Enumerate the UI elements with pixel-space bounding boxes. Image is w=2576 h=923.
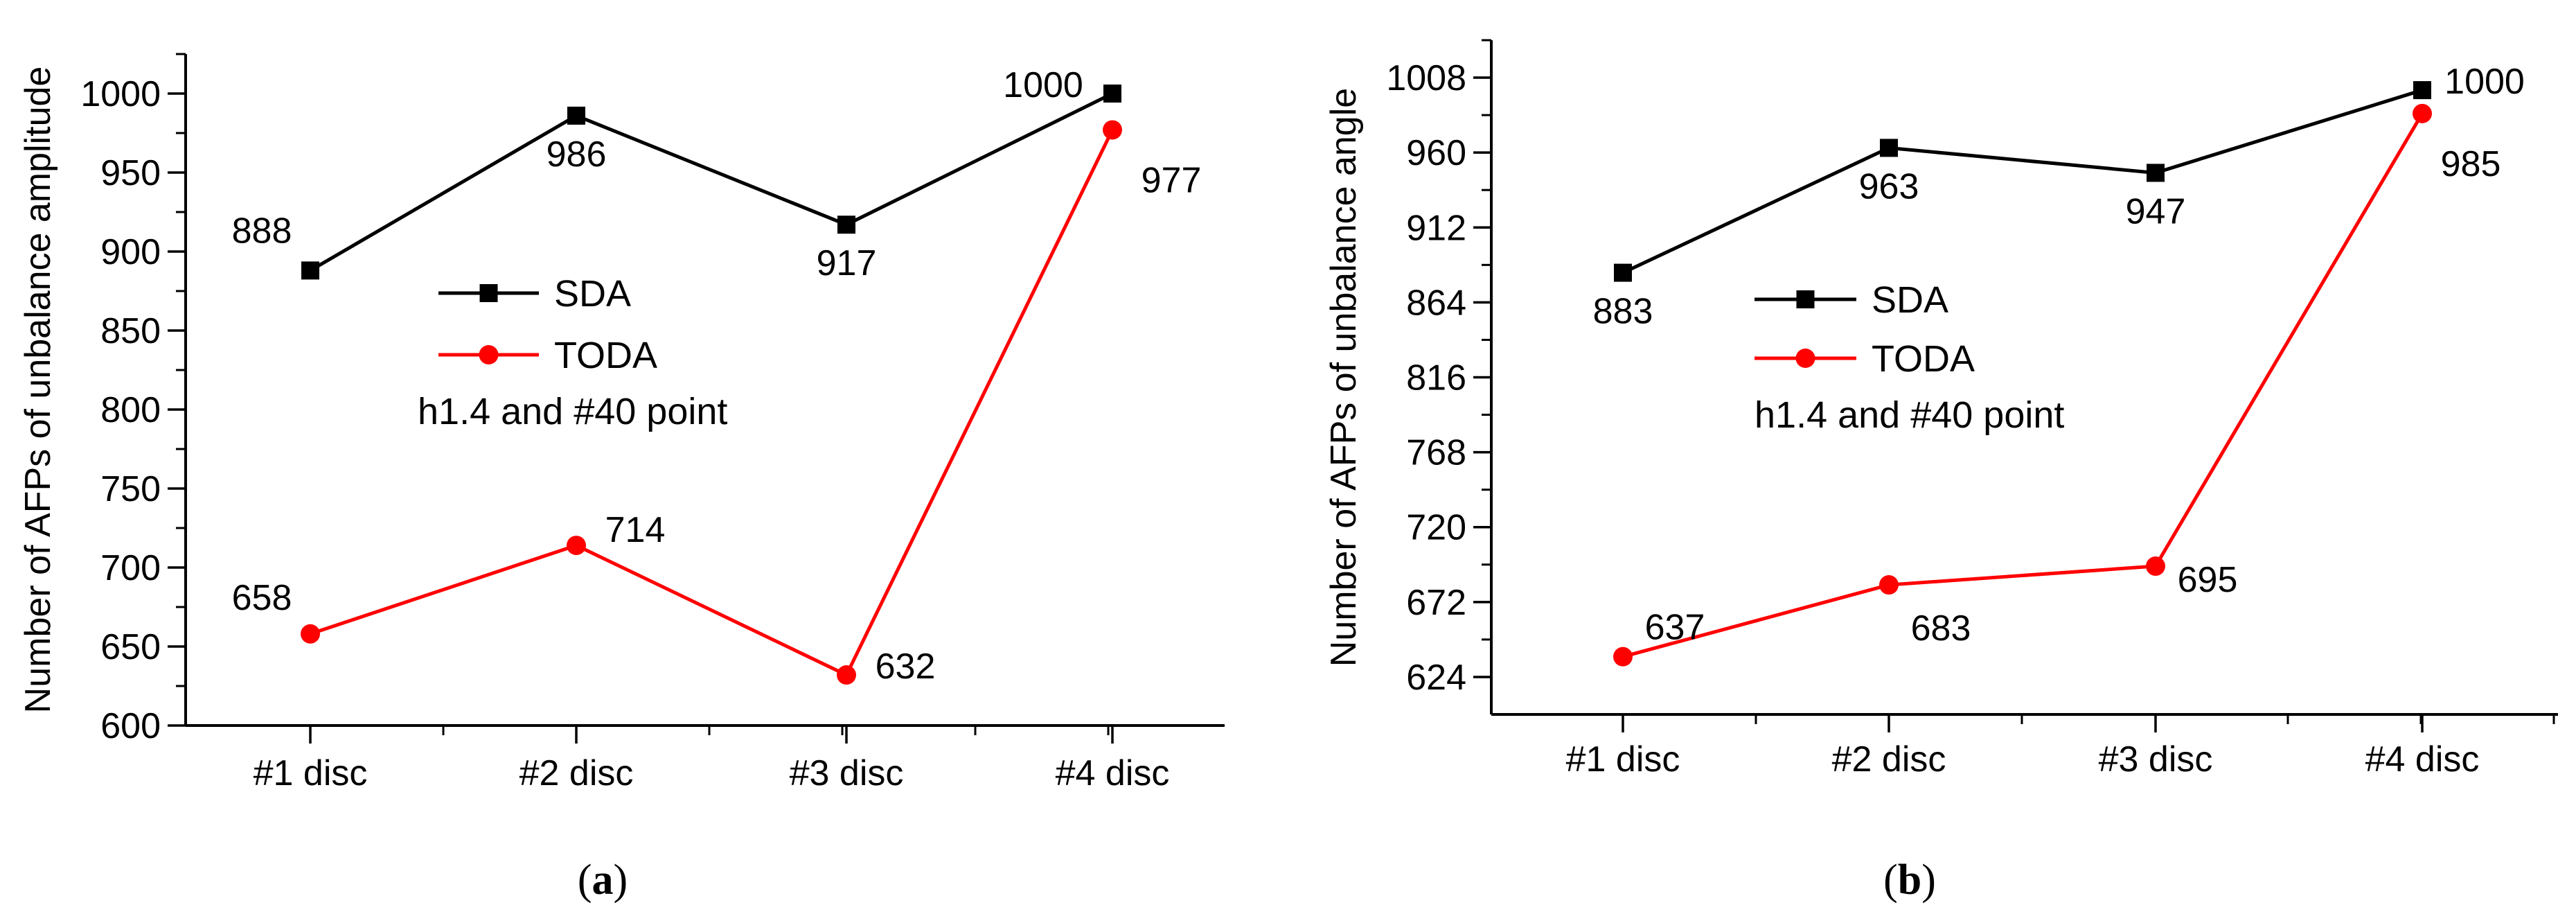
panel-caption-letter: b — [1898, 856, 1921, 904]
data-point-toda — [2146, 556, 2165, 577]
y-tick-label: 850 — [100, 311, 161, 351]
data-point-sda — [567, 106, 585, 125]
data-label: 1000 — [1003, 65, 1083, 105]
y-tick-label: 750 — [100, 469, 161, 509]
x-tick-label: #2 disc — [1832, 739, 1946, 780]
x-tick-label: #2 disc — [519, 753, 634, 793]
y-tick-label: 720 — [1406, 508, 1466, 548]
y-tick-label: 672 — [1406, 583, 1466, 623]
legend-marker-sda — [1796, 290, 1815, 308]
y-tick-label: 650 — [100, 627, 161, 667]
x-tick-label: #4 disc — [1056, 753, 1170, 793]
series-line-toda — [310, 129, 1114, 678]
y-tick-label: 1000 — [80, 74, 161, 114]
x-tick-label: #1 disc — [1566, 739, 1680, 780]
legend: SDA TODA h1.4 and #40 point — [1755, 279, 2064, 436]
y-tick-label: 816 — [1406, 358, 1466, 398]
y-tick-label: 950 — [100, 153, 161, 193]
legend-note: h1.4 and #40 point — [1755, 394, 2064, 436]
y-axis-title: Number of AFPs of unbalance angle — [1324, 88, 1364, 667]
data-label: 637 — [1645, 608, 1705, 648]
data-point-toda — [567, 536, 586, 556]
data-label: 917 — [817, 243, 877, 283]
legend-marker-toda — [479, 345, 499, 364]
y-tick-label: 624 — [1406, 658, 1466, 698]
data-point-sda — [2413, 81, 2431, 100]
panel-caption-letter: a — [592, 856, 614, 904]
y-tick-label: 912 — [1406, 208, 1466, 248]
data-label: 658 — [232, 578, 292, 618]
y-tick-label: 900 — [100, 232, 161, 272]
x-tick-label: #3 disc — [2099, 739, 2213, 780]
data-label: 683 — [1911, 608, 1971, 649]
legend-marker-sda — [479, 284, 498, 302]
data-label: 947 — [2126, 191, 2186, 231]
data-label: 714 — [605, 510, 666, 550]
y-tick-label: 864 — [1406, 283, 1466, 323]
data-point-toda — [1879, 575, 1899, 595]
y-axis-title: Number of AFPs of unbalance amplitude — [18, 67, 58, 714]
data-label: 888 — [232, 211, 292, 251]
data-label: 1000 — [2444, 62, 2525, 102]
data-point-sda — [1880, 139, 1898, 157]
x-tick-label: #3 disc — [790, 753, 904, 793]
data-label: 985 — [2441, 144, 2501, 184]
data-point-toda — [301, 624, 320, 644]
legend: SDA TODA h1.4 and #40 point — [418, 273, 727, 432]
y-tick-label: 768 — [1406, 433, 1466, 473]
y-tick-label: 1008 — [1386, 58, 1466, 98]
data-point-toda — [1613, 647, 1633, 667]
data-label: 695 — [2178, 560, 2238, 600]
data-label: 986 — [547, 134, 607, 175]
data-point-sda — [837, 216, 855, 234]
data-label: 883 — [1593, 292, 1653, 332]
series-line-sda — [1622, 88, 2423, 274]
y-tick-label: 600 — [100, 706, 161, 746]
legend-label-toda: TODA — [554, 335, 657, 376]
data-point-toda — [837, 665, 856, 685]
data-label: 963 — [1859, 166, 1919, 206]
legend-label-sda: SDA — [554, 273, 631, 315]
panel-caption: (b) — [1883, 856, 1936, 904]
data-point-sda — [301, 261, 319, 280]
legend-marker-toda — [1795, 349, 1815, 368]
y-tick-label: 960 — [1406, 133, 1466, 173]
series-line-toda — [1622, 112, 2424, 659]
legend-note: h1.4 and #40 point — [418, 391, 727, 432]
data-label: 977 — [1142, 160, 1202, 200]
data-point-sda — [2147, 164, 2165, 182]
chart-panel-a: 600 650 700 750 800 850 900 950 1000 #1 disc #2 di… — [18, 53, 1225, 904]
panel-caption: (a) — [578, 856, 628, 904]
data-point-sda — [1103, 85, 1121, 103]
data-point-toda — [1103, 120, 1122, 140]
data-point-sda — [1614, 263, 1632, 282]
series-line-sda — [309, 91, 1114, 272]
chart-panel-b: 624 672 720 768 816 864 912 960 1008 #1 disc #2 di… — [1324, 39, 2558, 904]
legend-label-sda: SDA — [1872, 279, 1948, 321]
x-tick-label: #1 disc — [254, 753, 368, 793]
y-tick-label: 800 — [100, 390, 161, 430]
x-tick-label: #4 disc — [2365, 739, 2480, 780]
legend-label-toda: TODA — [1872, 338, 1975, 380]
data-point-toda — [2413, 103, 2432, 123]
y-tick-label: 700 — [100, 548, 161, 588]
data-label: 632 — [876, 647, 936, 687]
